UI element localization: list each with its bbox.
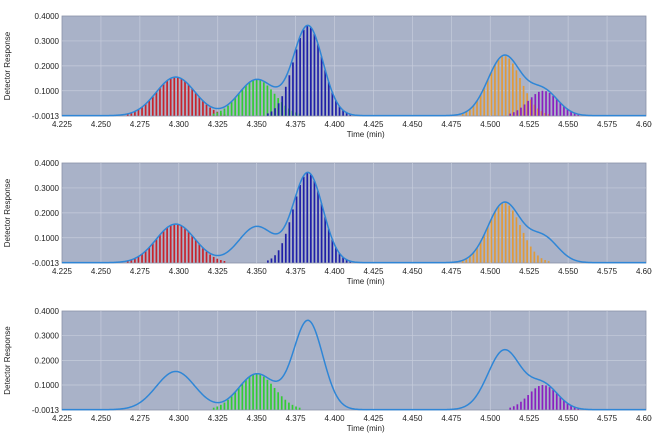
x-tick-label: 4.525 bbox=[519, 120, 540, 129]
x-tick-label: 4.350 bbox=[247, 414, 268, 423]
detector-trace-line bbox=[62, 319, 646, 411]
x-tick-label: 4.250 bbox=[91, 120, 112, 129]
y-tick-label: -0.0013 bbox=[32, 259, 60, 268]
x-tick-label: 4.375 bbox=[286, 267, 307, 276]
x-tick-label: 4.450 bbox=[402, 267, 423, 276]
detector-trace-line bbox=[62, 24, 646, 117]
x-tick-label: 4.350 bbox=[247, 267, 268, 276]
x-tick-label: 4.425 bbox=[363, 120, 384, 129]
chart-panel-1: -0.0013 0.1000 0.2000 0.3000 0.4000 4.225 4.25… bbox=[3, 12, 652, 139]
x-tick-label: 4.300 bbox=[169, 267, 190, 276]
x-tick-label: 4.250 bbox=[91, 414, 112, 423]
y-tick-label: 0.3000 bbox=[35, 332, 60, 341]
x-tick-label: 4.450 bbox=[402, 120, 423, 129]
x-tick-label: 4.550 bbox=[558, 414, 579, 423]
peak-bars-1 bbox=[126, 224, 226, 263]
x-tick-label: 4.375 bbox=[286, 120, 307, 129]
peak-bars-1 bbox=[126, 77, 226, 116]
x-tick-label: 4.475 bbox=[441, 267, 462, 276]
y-tick-label: 0.1000 bbox=[35, 87, 60, 96]
x-tick-label: 4.225 bbox=[52, 267, 73, 276]
peak-bars-3 bbox=[267, 173, 352, 263]
y-tick-label: 0.2000 bbox=[35, 62, 60, 71]
x-tick-label: 4.225 bbox=[52, 414, 73, 423]
x-tick-label: 4.350 bbox=[247, 120, 268, 129]
x-axis-label: Time (min) bbox=[347, 130, 385, 139]
y-axis-label: Detector Response bbox=[3, 178, 12, 247]
y-tick-label: 0.3000 bbox=[35, 37, 60, 46]
y-tick-label: 0.2000 bbox=[35, 356, 60, 365]
x-axis-label: Time (min) bbox=[347, 424, 385, 433]
x-tick-label: 4.325 bbox=[208, 414, 229, 423]
x-tick-label: 4.450 bbox=[402, 414, 423, 423]
x-tick-label: 4.300 bbox=[169, 120, 190, 129]
x-tick-label: 4.500 bbox=[480, 414, 501, 423]
y-tick-label: -0.0013 bbox=[32, 112, 60, 121]
y-tick-label: 0.4000 bbox=[35, 307, 60, 316]
y-tick-label: 0.4000 bbox=[35, 12, 60, 21]
x-axis-label: Time (min) bbox=[347, 277, 385, 286]
peak-bars-4 bbox=[461, 56, 550, 116]
x-tick-label: 4.275 bbox=[130, 267, 151, 276]
y-tick-label: 0.4000 bbox=[35, 159, 60, 168]
x-tick-label: 4.550 bbox=[558, 267, 579, 276]
x-tick-label: 4.375 bbox=[286, 414, 307, 423]
y-axis-label: Detector Response bbox=[3, 326, 12, 395]
detector-trace-line bbox=[62, 171, 646, 264]
x-tick-label: 4.575 bbox=[597, 414, 618, 423]
x-tick-label: 4.500 bbox=[480, 120, 501, 129]
peak-bars-4 bbox=[461, 203, 550, 263]
x-tick-label: 4.500 bbox=[480, 267, 501, 276]
x-tick-label: 4.300 bbox=[169, 414, 190, 423]
x-tick-label: 4.425 bbox=[363, 414, 384, 423]
x-tick-label: 4.600 bbox=[636, 414, 652, 423]
y-tick-label: 0.2000 bbox=[35, 209, 60, 218]
x-tick-label: 4.475 bbox=[441, 414, 462, 423]
x-tick-label: 4.525 bbox=[519, 267, 540, 276]
x-tick-label: 4.575 bbox=[597, 267, 618, 276]
chart-panel-3: -0.0013 0.1000 0.2000 0.3000 0.4000 4.225 4.25… bbox=[3, 307, 652, 433]
x-tick-label: 4.600 bbox=[636, 267, 652, 276]
x-tick-label: 4.400 bbox=[325, 120, 346, 129]
x-tick-label: 4.600 bbox=[636, 120, 652, 129]
x-tick-label: 4.525 bbox=[519, 414, 540, 423]
x-tick-label: 4.475 bbox=[441, 120, 462, 129]
x-tick-label: 4.425 bbox=[363, 267, 384, 276]
x-tick-label: 4.225 bbox=[52, 120, 73, 129]
y-axis-label: Detector Response bbox=[3, 31, 12, 100]
x-tick-label: 4.275 bbox=[130, 120, 151, 129]
peak-bars-2 bbox=[212, 373, 301, 410]
y-tick-label: 0.1000 bbox=[35, 234, 60, 243]
x-tick-label: 4.325 bbox=[208, 120, 229, 129]
x-tick-label: 4.325 bbox=[208, 267, 229, 276]
y-tick-label: 0.3000 bbox=[35, 184, 60, 193]
y-tick-label: 0.1000 bbox=[35, 381, 60, 390]
x-tick-label: 4.575 bbox=[597, 120, 618, 129]
x-tick-label: 4.400 bbox=[325, 267, 346, 276]
x-tick-label: 4.275 bbox=[130, 414, 151, 423]
chart-panel-2: -0.0013 0.1000 0.2000 0.3000 0.4000 4.225 4.25… bbox=[3, 159, 652, 286]
y-tick-label: -0.0013 bbox=[32, 406, 60, 415]
x-tick-label: 4.250 bbox=[91, 267, 112, 276]
x-tick-label: 4.400 bbox=[325, 414, 346, 423]
peak-bars-3 bbox=[267, 26, 352, 116]
x-tick-label: 4.550 bbox=[558, 120, 579, 129]
